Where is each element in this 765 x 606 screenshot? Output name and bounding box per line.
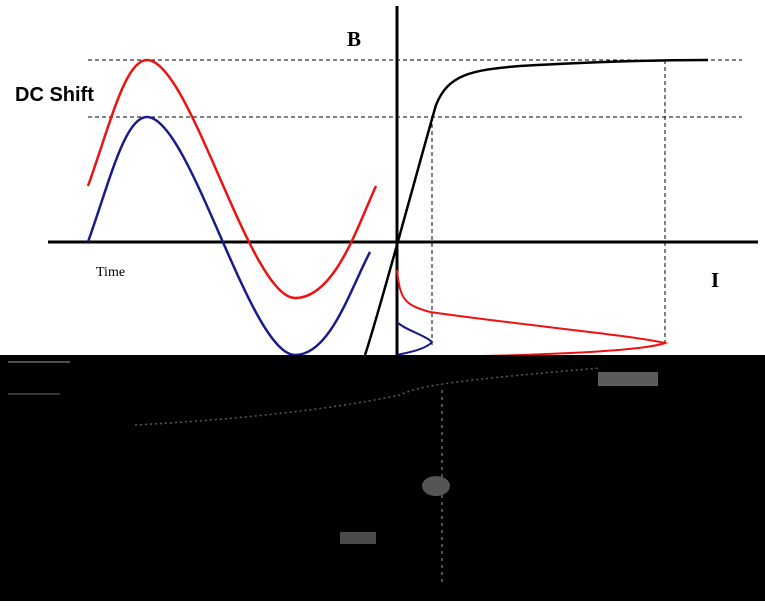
time-axis-label: Time [96, 265, 125, 280]
noise-trace-curve [134, 367, 601, 426]
noise-blob-1 [598, 372, 658, 386]
dc-shifted-waveform [86, 58, 378, 300]
corrupted-image-region [0, 355, 765, 601]
dc-shift-label: DC Shift [15, 84, 94, 106]
b-axis-label: B [347, 27, 361, 51]
noise-blob-3 [422, 476, 450, 496]
i-axis-label: I [711, 268, 719, 292]
original-current-distribution [396, 321, 434, 356]
noise-blob-2 [340, 532, 376, 544]
magnetization-curve [363, 58, 709, 356]
shifted-current-distribution [396, 269, 669, 358]
original-waveform [86, 115, 372, 357]
